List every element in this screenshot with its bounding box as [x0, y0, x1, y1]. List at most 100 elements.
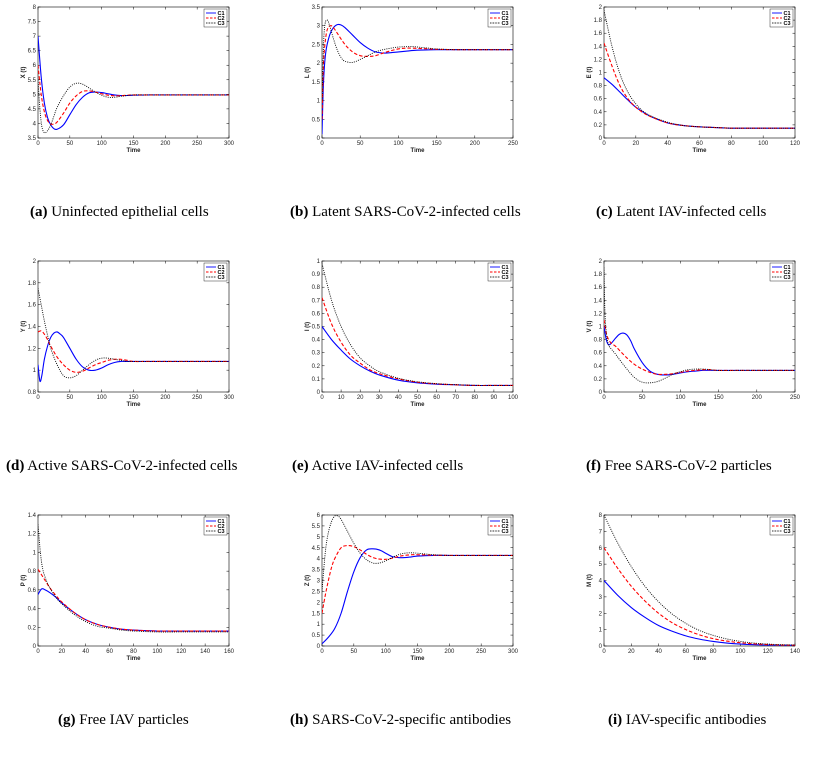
legend-entry-c2: C2 — [502, 524, 509, 530]
caption-text: Free SARS-CoV-2 particles — [604, 458, 772, 474]
plot-frame — [603, 514, 796, 647]
y-tick-label: 1.8 — [594, 18, 603, 24]
y-tick-label: 7 — [599, 529, 603, 535]
y-tick-label: 6 — [599, 546, 603, 552]
legend-entry-c3: C3 — [784, 529, 791, 535]
x-tick-label: 0 — [320, 141, 324, 147]
series-line-c1 — [322, 23, 513, 135]
caption-text: Free IAV particles — [79, 712, 189, 728]
y-tick-label: 0.8 — [28, 569, 37, 575]
series-line-c1 — [604, 580, 795, 646]
series-line-c1 — [38, 331, 229, 383]
chart-panel-iav-antibodies: 0 20 40 60 80 100 120 140 0 1 2 3 4 5 6 7 8 Time M (t) C1 C2… — [566, 508, 821, 758]
x-tick-label: 0 — [320, 649, 324, 655]
plot-frame — [321, 6, 514, 139]
legend-entry-c3: C3 — [502, 275, 509, 281]
caption-label: (f) — [586, 458, 601, 474]
x-tick-label: 150 — [432, 141, 443, 147]
y-tick-label: 1.4 — [594, 298, 603, 304]
x-tick-label: 80 — [471, 395, 478, 401]
series-group — [604, 267, 795, 384]
legend-entry-c2: C2 — [218, 16, 225, 22]
chart-panel-active-sars: 0 50 100 150 200 250 300 0.8 1 1.2 1.4 1.6 1.8 2 Time Y… — [0, 254, 260, 504]
caption-text: SARS-CoV-2-specific antibodies — [312, 712, 512, 728]
x-tick-label: 50 — [357, 141, 364, 147]
y-tick-label: 4 — [33, 121, 37, 127]
x-tick-label: 60 — [106, 649, 113, 655]
x-tick-label: 0 — [36, 141, 40, 147]
y-tick-label: 0.8 — [594, 84, 603, 90]
x-tick-label: 250 — [476, 649, 487, 655]
y-tick-label: 5 — [599, 562, 603, 568]
legend-entry-c1: C1 — [784, 11, 791, 17]
caption-text: Uninfected epithelial cells — [51, 204, 209, 220]
legend-entry-c1: C1 — [218, 11, 225, 17]
caption: (b) Latent SARS-CoV-2-infected cells — [290, 200, 540, 225]
y-tick-label: 1 — [33, 550, 37, 556]
y-tick-label: 1.4 — [28, 513, 37, 519]
x-tick-label: 250 — [508, 141, 519, 147]
y-tick-label: 5 — [317, 535, 321, 541]
y-tick-label: 0.2 — [312, 364, 321, 370]
chart-panel-free-iav: 0 20 40 60 80 100 120 140 160 0 0.2 0.4 0.6 0.8 1 1.2 1.… — [0, 508, 260, 758]
x-tick-label: 160 — [224, 649, 235, 655]
series-line-c2 — [604, 547, 795, 646]
x-tick-label: 0 — [602, 395, 606, 401]
y-tick-label: 1.6 — [28, 303, 37, 309]
y-tick-label: 1 — [317, 259, 321, 265]
x-tick-label: 20 — [628, 649, 635, 655]
y-tick-label: 3 — [317, 24, 321, 30]
y-axis-label: E (t) — [587, 67, 593, 79]
y-tick-label: 1.8 — [28, 281, 37, 287]
y-tick-label: 2 — [317, 61, 321, 67]
x-axis-label: Time — [693, 656, 708, 662]
series-group — [38, 524, 229, 633]
y-tick-label: 0.3 — [312, 351, 321, 357]
x-tick-label: 250 — [192, 395, 203, 401]
x-tick-label: 40 — [82, 649, 89, 655]
legend-entry-c1: C1 — [502, 519, 509, 525]
x-tick-label: 100 — [393, 141, 404, 147]
y-tick-label: 0.6 — [594, 97, 603, 103]
caption: (a) Uninfected epithelial cells — [0, 200, 258, 225]
series-line-c3 — [322, 515, 513, 592]
caption-text: Latent IAV-infected cells — [616, 204, 767, 220]
y-tick-label: 0 — [317, 390, 321, 396]
y-tick-label: 1 — [599, 71, 603, 77]
x-tick-label: 300 — [224, 395, 235, 401]
y-tick-label: 1.5 — [312, 611, 321, 617]
plot-frame — [603, 260, 796, 393]
x-tick-label: 150 — [128, 141, 139, 147]
series-group — [604, 515, 795, 646]
legend-entry-c1: C1 — [784, 265, 791, 271]
y-axis-label: P (t) — [21, 575, 27, 587]
y-tick-label: 2 — [317, 600, 321, 606]
x-tick-label: 0 — [36, 649, 40, 655]
y-tick-label: 3.5 — [312, 5, 321, 11]
plot-frame — [603, 6, 796, 139]
series-line-c3 — [38, 79, 229, 134]
y-tick-label: 0.5 — [312, 117, 321, 123]
x-axis-label: Time — [127, 148, 142, 154]
caption-text: IAV-specific antibodies — [625, 712, 767, 728]
x-tick-label: 100 — [381, 649, 392, 655]
caption-text: Latent SARS-CoV-2-infected cells — [312, 204, 521, 220]
series-line-c2 — [322, 297, 513, 387]
chart-latent-sars: 0 50 100 150 200 250 0 0.5 1 1.5 2 2.5 3 3.5 Time L (t)… — [305, 5, 519, 154]
y-tick-label: 2 — [599, 611, 603, 617]
legend-entry-c2: C2 — [502, 270, 509, 276]
y-axis-label: M (t) — [587, 574, 593, 587]
series-line-c2 — [322, 544, 513, 614]
legend-entry-c3: C3 — [218, 275, 225, 281]
x-tick-label: 120 — [790, 141, 801, 147]
y-tick-label: 3 — [317, 579, 321, 585]
x-tick-label: 60 — [696, 141, 703, 147]
chart-panel-latent-sars: 0 50 100 150 200 250 0 0.5 1 1.5 2 2.5 3 3.5 Time L (t)… — [284, 0, 544, 250]
x-tick-label: 120 — [763, 649, 774, 655]
x-tick-label: 70 — [452, 395, 459, 401]
caption-label: (g) — [58, 712, 76, 728]
